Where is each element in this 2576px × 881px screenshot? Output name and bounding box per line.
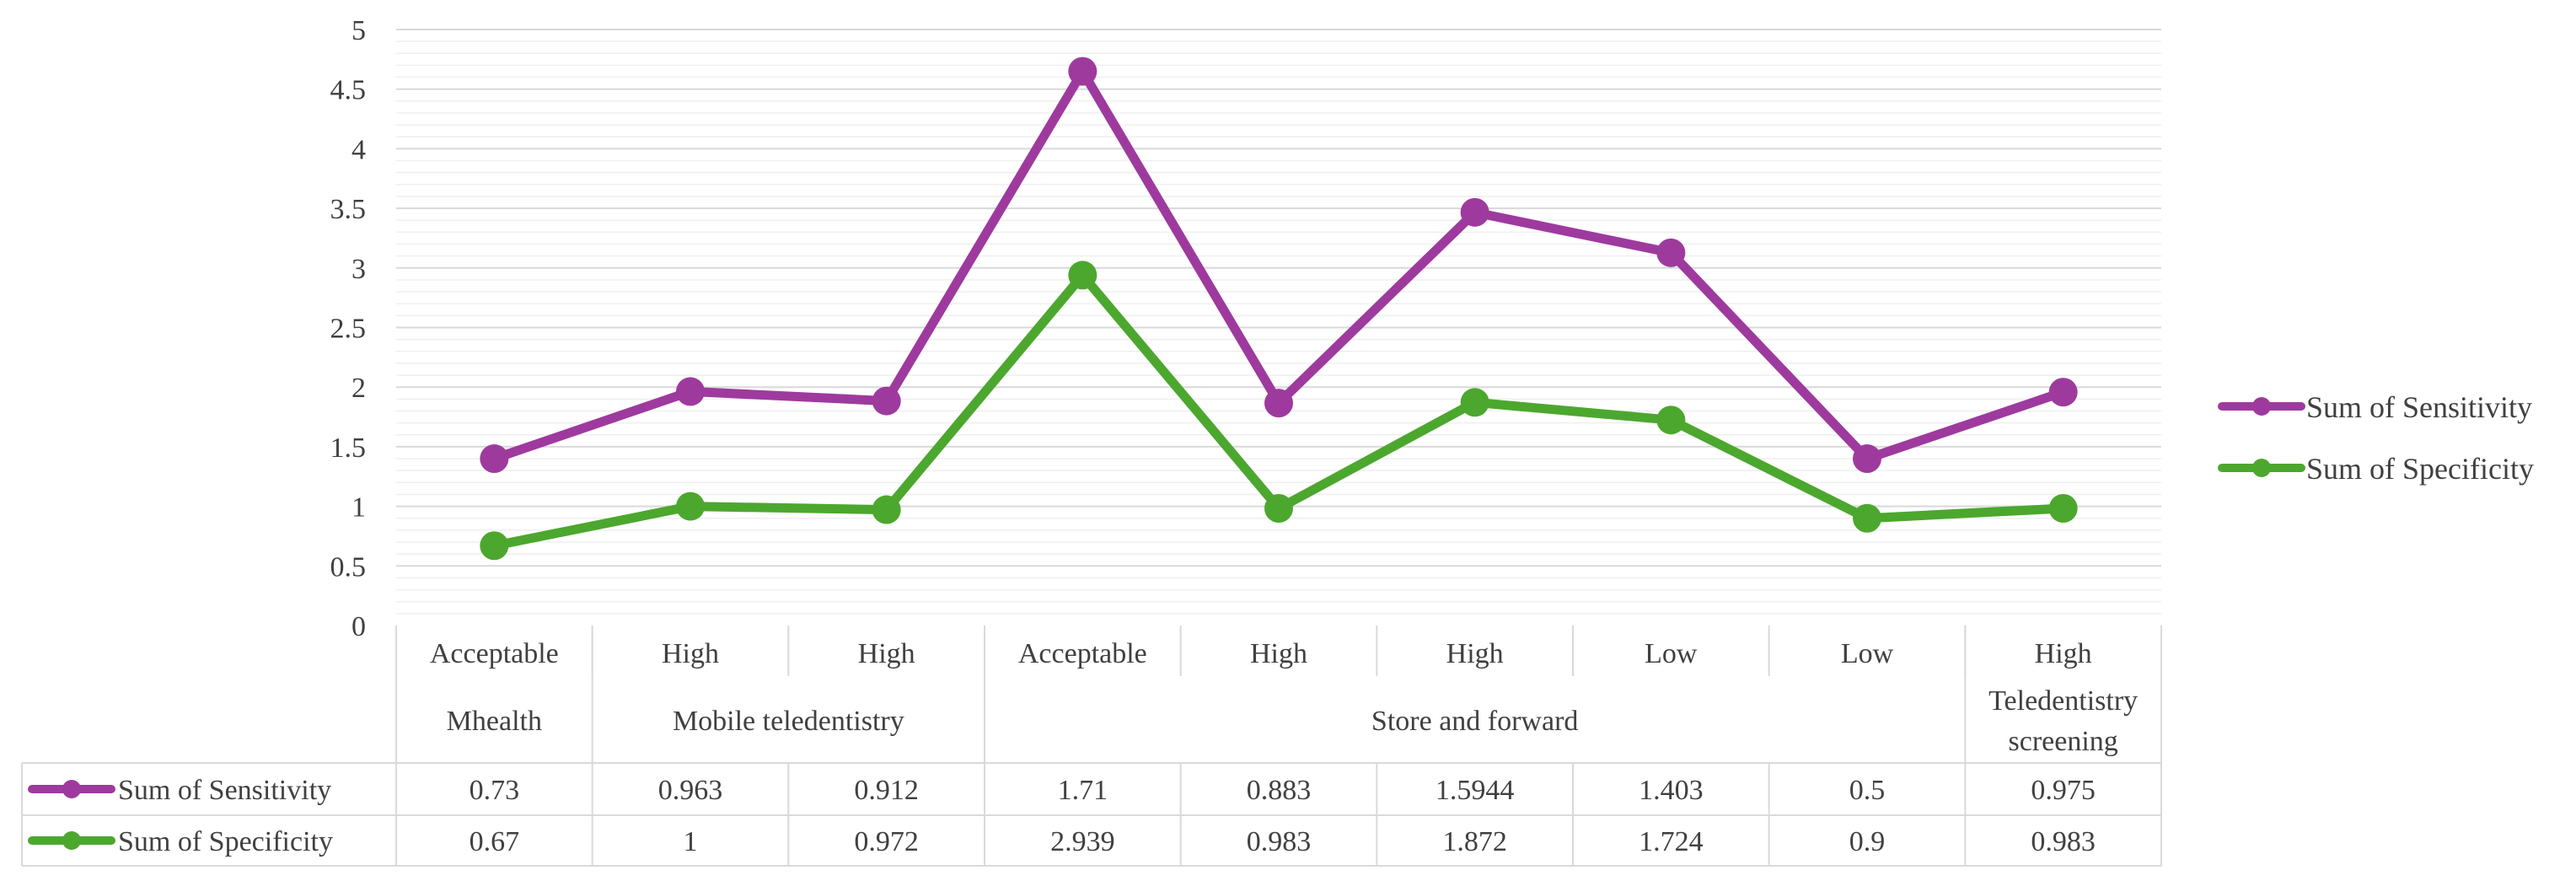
table-value-cell: 0.983 xyxy=(1247,826,1312,857)
category-label: High xyxy=(1446,638,1504,669)
category-label: High xyxy=(1250,638,1307,669)
legend-label: Sum of Specificity xyxy=(2306,452,2534,486)
y-tick-label: 2.5 xyxy=(330,314,367,345)
table-value-cell: 0.883 xyxy=(1247,775,1312,806)
data-point xyxy=(1853,444,1881,474)
category-label: Low xyxy=(1841,638,1894,669)
data-point xyxy=(1068,261,1097,290)
y-tick-label: 1 xyxy=(352,492,366,524)
table-legend-key-marker xyxy=(62,780,81,798)
y-tick-label: 2 xyxy=(352,373,366,404)
data-point xyxy=(480,444,509,474)
data-point xyxy=(480,531,509,561)
table-value-cell: 1 xyxy=(684,826,698,857)
table-value-cell: 0.9 xyxy=(1849,826,1886,857)
y-tick-label: 3.5 xyxy=(330,194,367,225)
data-point xyxy=(1460,197,1489,227)
group-label: Store and forward xyxy=(1371,706,1578,737)
data-point xyxy=(1460,388,1489,417)
data-point xyxy=(1264,389,1293,418)
table-value-cell: 0.67 xyxy=(470,826,520,857)
legend-key-marker xyxy=(2252,397,2271,416)
table-value-cell: 0.912 xyxy=(854,775,919,806)
table-value-cell: 1.403 xyxy=(1639,775,1704,806)
group-label: Teledentistry screening xyxy=(1988,685,2138,757)
table-value-cell: 1.71 xyxy=(1058,775,1108,806)
y-tick-label: 3 xyxy=(352,254,366,285)
y-tick-label: 4 xyxy=(352,134,366,165)
data-point xyxy=(2048,494,2078,524)
table-value-cell: 2.939 xyxy=(1050,826,1115,857)
legend-key-marker xyxy=(2252,459,2271,477)
table-value-cell: 0.963 xyxy=(658,775,723,806)
table-value-cell: 0.5 xyxy=(1849,775,1886,806)
table-value-cell: 0.975 xyxy=(2031,775,2096,806)
table-value-cell: 1.872 xyxy=(1442,826,1507,857)
table-series-name: Sum of Specificity xyxy=(118,826,333,857)
data-point xyxy=(1656,238,1686,267)
y-tick-label: 1.5 xyxy=(330,432,367,464)
category-label: Low xyxy=(1645,638,1698,669)
table-value-cell: 0.972 xyxy=(854,826,919,857)
y-tick-label: 4.5 xyxy=(330,75,367,106)
data-point xyxy=(676,492,705,521)
table-value-cell: 0.983 xyxy=(2031,826,2096,857)
data-point xyxy=(2048,378,2078,407)
table-value-cell: 1.5944 xyxy=(1436,775,1515,806)
data-point xyxy=(1068,56,1097,86)
data-point xyxy=(1853,503,1881,533)
data-point xyxy=(872,386,901,416)
y-tick-label: 0.5 xyxy=(330,551,367,583)
series-lines xyxy=(480,56,2078,561)
y-tick-label: 0 xyxy=(352,611,366,642)
table-series-name: Sum of Sensitivity xyxy=(118,775,331,806)
data-table: Acceptable High High Acceptable High High Low L… xyxy=(21,626,2162,867)
data-point xyxy=(1656,406,1686,435)
group-label: Mobile teledentistry xyxy=(673,706,904,737)
data-point xyxy=(1264,494,1293,524)
y-axis: 0 0.5 1 1.5 2 2.5 3 3.5 4 4.5 5 xyxy=(330,15,367,642)
group-label: Mhealth xyxy=(447,706,542,737)
category-label: High xyxy=(858,638,915,669)
legend-label: Sum of Sensitivity xyxy=(2306,390,2532,424)
table-value-cell: 0.73 xyxy=(470,775,520,806)
category-label: High xyxy=(2035,638,2092,669)
data-point xyxy=(676,377,705,406)
gridlines xyxy=(396,29,2161,615)
category-label: Acceptable xyxy=(1018,638,1147,669)
category-label: High xyxy=(662,638,719,669)
category-label: Acceptable xyxy=(430,638,559,669)
data-point xyxy=(872,495,901,524)
y-tick-label: 5 xyxy=(352,15,366,46)
table-value-cell: 1.724 xyxy=(1639,826,1704,857)
table-legend-key-marker xyxy=(62,831,81,850)
legend: Sum of Sensitivity Sum of Specificity xyxy=(2218,390,2534,486)
